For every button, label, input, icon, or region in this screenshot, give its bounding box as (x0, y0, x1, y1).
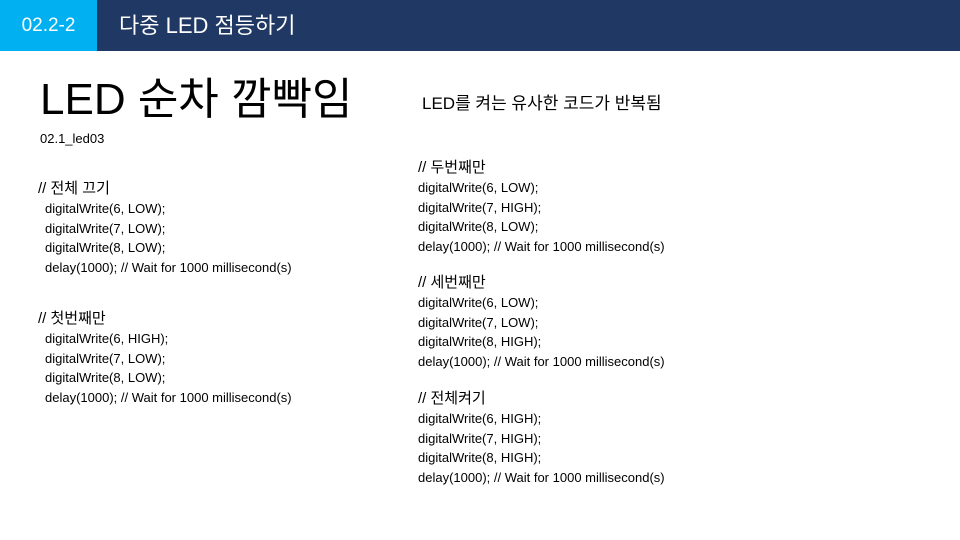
code-block-first: // 첫번째만 digitalWrite(6, HIGH); digitalWr… (38, 309, 292, 407)
code-line: digitalWrite(8, HIGH); (418, 450, 542, 466)
code-line: delay(1000); // Wait for 1000 millisecon… (418, 469, 665, 485)
code-comment: // 전체 끄기 (38, 180, 110, 197)
code-comment: // 두번째만 (418, 159, 486, 176)
code-block-all-off: // 전체 끄기 digitalWrite(6, LOW); digitalWr… (38, 179, 292, 277)
section-number: 02.2-2 (0, 0, 97, 51)
code-line: digitalWrite(6, LOW); (45, 201, 166, 216)
code-line: delay(1000); // Wait for 1000 millisecon… (418, 238, 665, 254)
code-line: digitalWrite(7, LOW); (45, 350, 166, 366)
code-line: delay(1000); // Wait for 1000 millisecon… (45, 259, 292, 275)
code-line: digitalWrite(7, HIGH); (418, 199, 542, 215)
page-title: LED 순차 깜빡임 (40, 75, 353, 124)
header-title: 다중 LED 점등하기 (119, 13, 296, 38)
code-line: digitalWrite(6, LOW); (418, 180, 539, 195)
code-line: digitalWrite(7, LOW); (418, 314, 539, 330)
file-name: 02.1_led03 (40, 131, 105, 146)
code-block-all-on: // 전체켜기 digitalWrite(6, HIGH); digitalWr… (418, 389, 665, 487)
code-comment: // 세번째만 (418, 274, 486, 291)
code-comment: // 전체켜기 (418, 390, 486, 407)
code-line: digitalWrite(6, HIGH); (418, 411, 542, 426)
code-line: digitalWrite(7, HIGH); (418, 430, 542, 446)
code-comment: // 첫번째만 (38, 310, 106, 327)
code-block-third: // 세번째만 digitalWrite(6, LOW); digitalWri… (418, 273, 665, 371)
code-line: digitalWrite(6, LOW); (418, 295, 539, 310)
code-block-second: // 두번째만 digitalWrite(6, LOW); digitalWri… (418, 158, 665, 256)
code-line: digitalWrite(8, LOW); (45, 240, 166, 256)
code-line: delay(1000); // Wait for 1000 millisecon… (418, 353, 665, 369)
code-line: digitalWrite(6, HIGH); (45, 331, 169, 346)
code-line: digitalWrite(8, HIGH); (418, 334, 542, 350)
header-bar: 02.2-2 다중 LED 점등하기 (0, 0, 960, 51)
code-line: digitalWrite(8, LOW); (418, 219, 539, 235)
code-line: digitalWrite(7, LOW); (45, 220, 166, 236)
code-line: digitalWrite(8, LOW); (45, 370, 166, 386)
code-line: delay(1000); // Wait for 1000 millisecon… (45, 389, 292, 405)
page-subtitle: LED를 켜는 유사한 코드가 반복됨 (422, 94, 662, 113)
